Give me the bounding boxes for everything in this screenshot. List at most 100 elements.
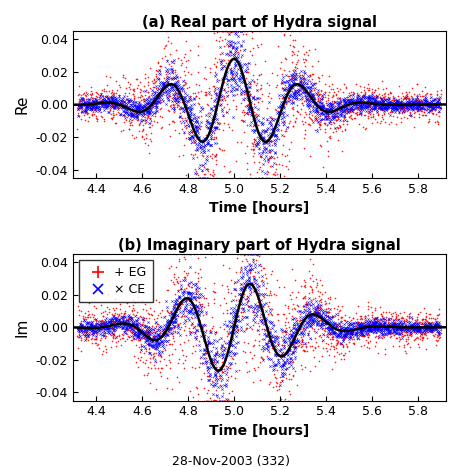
Point [118, 97, 125, 104]
Point [230, 84, 238, 91]
Point [174, 99, 182, 106]
Point [194, 119, 201, 127]
Point [425, 324, 432, 332]
Point [362, 336, 370, 343]
Point [291, 118, 299, 125]
Point [242, 255, 250, 262]
Point [167, 39, 174, 46]
Point [294, 397, 301, 404]
Point [384, 95, 391, 103]
Point [80, 316, 88, 323]
Point [269, 325, 276, 332]
Point [304, 302, 311, 309]
Point [278, 366, 285, 373]
Point [435, 334, 443, 341]
Point [314, 73, 322, 81]
Point [414, 106, 421, 113]
Point [89, 98, 97, 105]
Point [300, 346, 307, 354]
Point [248, 265, 255, 273]
Point [240, 285, 247, 292]
Point [165, 80, 172, 88]
Point [315, 102, 322, 110]
Point [339, 351, 347, 359]
Point [253, 94, 260, 101]
Point [231, 29, 239, 37]
Point [106, 330, 113, 337]
Point [333, 322, 340, 330]
Point [423, 106, 431, 113]
Point [350, 335, 358, 343]
Point [418, 325, 426, 332]
Point [331, 304, 338, 312]
Point [377, 320, 384, 328]
Point [265, 99, 272, 106]
Point [257, 84, 265, 92]
Point [266, 397, 274, 404]
Point [213, 364, 220, 371]
Point [393, 324, 401, 332]
Point [154, 344, 161, 351]
Point [152, 91, 160, 99]
Point [207, 328, 214, 335]
Point [402, 94, 409, 102]
Point [205, 131, 212, 139]
Point [396, 321, 404, 328]
Point [126, 103, 133, 110]
Point [379, 327, 387, 334]
Point [123, 316, 130, 323]
Point [387, 104, 395, 111]
Point [312, 95, 319, 102]
Point [281, 365, 288, 373]
Point [143, 334, 150, 342]
Point [327, 331, 334, 338]
Point [256, 250, 264, 258]
Point [370, 106, 378, 113]
Point [336, 111, 343, 118]
Point [248, 109, 255, 117]
Point [104, 325, 112, 332]
Point [224, 78, 231, 85]
Point [380, 325, 387, 333]
Point [381, 326, 389, 333]
Point [118, 309, 125, 317]
Point [358, 109, 365, 117]
Point [296, 111, 303, 118]
Point [74, 111, 81, 119]
Point [394, 315, 402, 323]
Point [307, 92, 314, 99]
Point [92, 104, 100, 112]
Point [184, 105, 192, 112]
Point [249, 140, 257, 148]
Point [371, 100, 378, 108]
Point [262, 149, 270, 156]
Point [392, 101, 400, 108]
Point [213, 91, 220, 98]
Point [211, 366, 219, 373]
Point [277, 102, 284, 110]
Point [173, 311, 180, 319]
Point [265, 342, 272, 349]
Point [401, 105, 408, 113]
Point [379, 334, 386, 342]
Point [342, 84, 349, 92]
Point [225, 30, 232, 38]
Point [329, 101, 337, 108]
Point [354, 321, 361, 329]
Point [253, 142, 260, 149]
Point [336, 308, 343, 315]
Point [322, 305, 330, 312]
Point [343, 324, 350, 332]
Point [278, 350, 285, 358]
Point [158, 353, 165, 360]
Point [229, 329, 236, 336]
Point [169, 85, 177, 93]
Point [127, 100, 135, 107]
Point [377, 103, 384, 111]
Point [402, 103, 409, 110]
Point [351, 325, 359, 333]
Point [379, 314, 386, 322]
Point [172, 250, 180, 258]
Point [365, 112, 372, 120]
Point [321, 113, 329, 121]
